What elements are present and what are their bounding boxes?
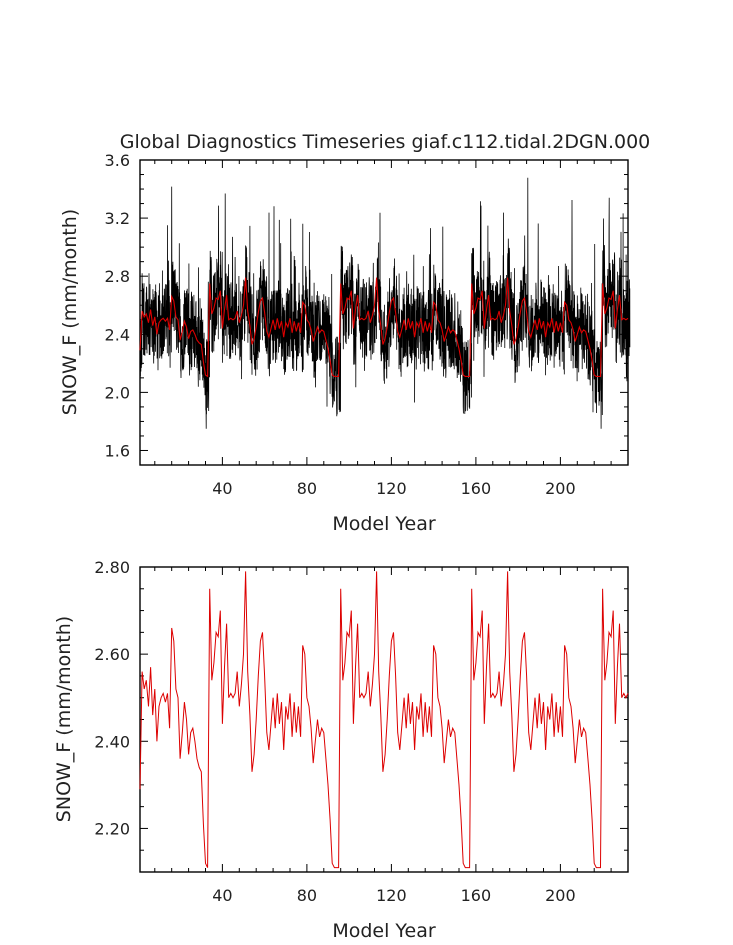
x-tick-label: 120 <box>376 886 407 905</box>
y-axis-label: SNOW_F (mm/month) <box>59 209 81 415</box>
y-tick-label: 2.40 <box>94 732 130 751</box>
x-tick-labels: 40 80 120 160 200 <box>212 479 575 498</box>
y-tick-label: 3.2 <box>105 209 130 228</box>
monthly-series-line <box>139 177 631 429</box>
y-tick-label: 2.20 <box>94 819 130 838</box>
y-axis-label: SNOW_F (mm/month) <box>53 616 75 822</box>
x-tick-label: 200 <box>545 886 576 905</box>
tick-marks <box>140 566 628 873</box>
y-tick-label: 2.8 <box>105 267 130 286</box>
x-tick-label: 80 <box>297 479 317 498</box>
x-tick-label: 40 <box>212 886 232 905</box>
y-tick-label: 2.60 <box>94 645 130 664</box>
y-tick-label: 1.6 <box>105 441 130 460</box>
annual-mean-series-line <box>139 277 629 378</box>
x-axis-label: Model Year <box>332 513 436 535</box>
y-tick-label: 2.0 <box>105 383 130 402</box>
y-tick-label: 3.6 <box>105 151 130 170</box>
y-tick-label: 2.4 <box>105 325 130 344</box>
x-axis-label: Model Year <box>332 920 436 942</box>
y-tick-labels: 1.6 2.0 2.4 2.8 3.2 3.6 <box>105 151 130 460</box>
x-tick-label: 160 <box>461 479 492 498</box>
annual-mean-series-line <box>139 571 629 869</box>
top-panel: Global Diagnostics Timeseries giaf.c112.… <box>59 131 650 535</box>
x-tick-label: 120 <box>376 479 407 498</box>
x-tick-labels: 40 80 120 160 200 <box>212 886 575 905</box>
x-tick-label: 200 <box>545 479 576 498</box>
x-tick-label: 80 <box>297 886 317 905</box>
x-tick-label: 40 <box>212 479 232 498</box>
x-tick-label: 160 <box>461 886 492 905</box>
y-tick-label: 2.80 <box>94 558 130 577</box>
y-tick-labels: 2.20 2.40 2.60 2.80 <box>94 558 130 838</box>
bottom-panel: 2.20 2.40 2.60 2.80 40 80 120 160 200 Model Yea… <box>53 558 629 942</box>
chart-title: Global Diagnostics Timeseries giaf.c112.… <box>120 131 651 153</box>
